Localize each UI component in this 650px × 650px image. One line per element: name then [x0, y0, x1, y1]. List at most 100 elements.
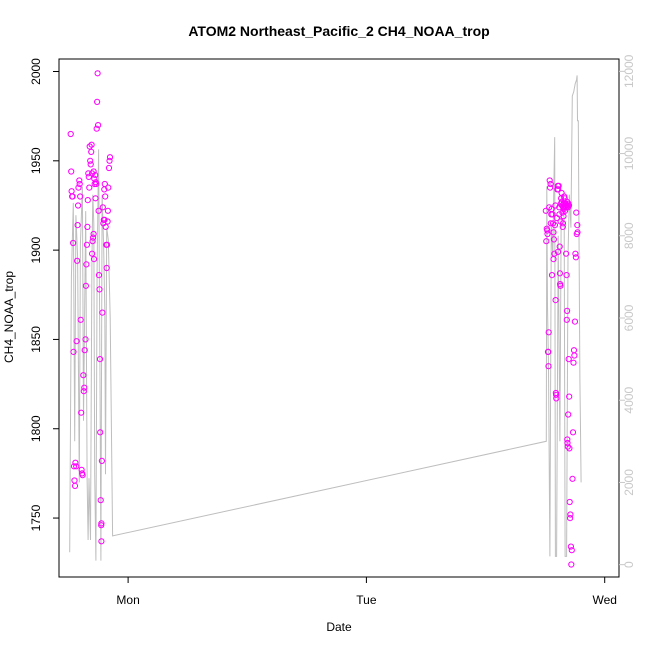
data-point: [550, 236, 558, 243]
data-point: [80, 372, 87, 379]
data-point: [564, 436, 571, 443]
data-point: [542, 207, 549, 214]
y2-tick-label: 10000: [622, 137, 636, 171]
data-point: [94, 70, 101, 77]
data-point: [70, 348, 77, 355]
data-point: [97, 429, 104, 436]
y2-tick-label: 4000: [622, 387, 636, 414]
data-point: [543, 238, 550, 245]
data-point: [89, 238, 96, 245]
data-point: [554, 248, 562, 255]
data-point: [552, 297, 559, 304]
data-point: [550, 229, 557, 236]
y2-tick-label: 0: [622, 561, 636, 568]
data-point: [559, 220, 567, 227]
data-point: [85, 170, 92, 177]
x-tick-label: Tue: [356, 593, 377, 607]
data-point: [555, 182, 562, 189]
data-point: [99, 204, 106, 211]
data-point: [549, 220, 557, 227]
data-point: [566, 445, 573, 452]
data-point: [106, 157, 113, 164]
data-point: [95, 207, 102, 214]
data-point: [105, 184, 112, 191]
data-point: [90, 256, 98, 263]
data-point: [84, 223, 91, 230]
data-point: [97, 497, 104, 504]
data-point: [81, 384, 88, 391]
data-point: [95, 122, 102, 129]
data-point: [74, 222, 81, 229]
y-axis-label: CH4_NOAA_trop: [2, 271, 16, 363]
data-point: [104, 207, 112, 214]
data-point: [548, 272, 556, 279]
data-point: [557, 200, 565, 207]
data-point: [555, 186, 562, 193]
y-tick-label: 2000: [29, 58, 43, 85]
data-point: [90, 168, 97, 175]
data-point: [69, 193, 76, 200]
data-point: [67, 130, 74, 138]
data-point: [563, 250, 570, 257]
data-point: [106, 154, 114, 161]
data-point: [550, 256, 557, 263]
data-point: [565, 202, 573, 209]
data-point: [544, 230, 551, 238]
data-point: [105, 164, 113, 172]
x-axis-label: Date: [326, 620, 352, 634]
data-point: [563, 316, 570, 323]
data-point: [563, 272, 570, 279]
data-point: [88, 141, 95, 148]
data-point: [101, 216, 108, 223]
data-point: [557, 282, 564, 289]
data-point: [567, 543, 575, 550]
data-point: [544, 227, 551, 234]
data-point: [574, 222, 581, 229]
y-tick-label: 1800: [29, 415, 43, 442]
data-point: [569, 475, 576, 482]
data-point: [104, 241, 111, 248]
data-point: [78, 409, 85, 416]
data-point: [73, 463, 80, 470]
data-point: [545, 363, 552, 370]
data-point: [547, 184, 554, 191]
data-point: [77, 316, 84, 323]
data-point: [553, 395, 560, 402]
data-point: [92, 172, 99, 179]
data-point: [75, 184, 82, 191]
data-point: [93, 125, 100, 132]
data-point: [566, 498, 573, 506]
data-point: [559, 223, 566, 230]
x-tick-label: Wed: [592, 593, 616, 607]
data-point: [87, 161, 94, 168]
data-point: [101, 180, 108, 188]
data-point: [89, 170, 96, 177]
data-point: [94, 98, 101, 106]
data-point: [80, 388, 87, 395]
y2-tick-label: 2000: [622, 469, 636, 496]
data-point: [571, 318, 579, 325]
data-point: [86, 143, 93, 150]
data-point: [574, 229, 581, 236]
data-point: [560, 213, 567, 220]
data-point: [84, 197, 91, 204]
y-tick-label: 1950: [29, 147, 43, 174]
y-tick-label: 1900: [29, 236, 43, 263]
data-point: [556, 243, 563, 250]
data-point: [551, 222, 559, 229]
data-point: [95, 272, 103, 279]
data-point: [549, 211, 556, 218]
data-point: [547, 180, 554, 188]
data-point: [99, 309, 106, 316]
data-point: [571, 352, 578, 359]
data-point: [76, 177, 83, 184]
data-point: [74, 257, 81, 264]
data-point: [81, 347, 88, 354]
data-point: [546, 177, 553, 184]
data-point: [564, 307, 571, 314]
data-point: [85, 173, 92, 180]
axes: 1750 1800 1850 1900 1950 2000 0 2000 4000 6000 800…: [29, 54, 636, 607]
data-point: [93, 180, 100, 188]
